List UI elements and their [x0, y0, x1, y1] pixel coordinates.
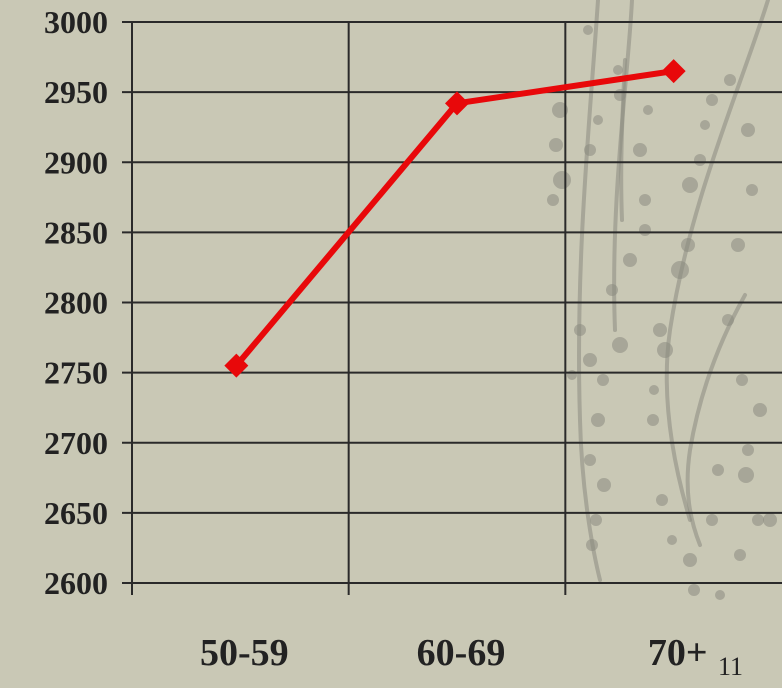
x-tick-label: 60-69 — [417, 632, 506, 674]
decoration-dot — [700, 120, 710, 130]
decoration-dot — [591, 413, 605, 427]
decoration-dot — [667, 535, 677, 545]
decoration-dot — [753, 403, 767, 417]
decoration-streak — [685, 293, 747, 547]
y-tick-label: 2700 — [44, 425, 108, 461]
decoration-dot — [731, 238, 745, 252]
decoration-dot — [742, 444, 754, 456]
decoration-dot — [656, 494, 668, 506]
decoration-dot — [722, 314, 734, 326]
decoration-dot — [593, 115, 603, 125]
decoration-dot — [683, 553, 697, 567]
decoration-dot — [612, 337, 628, 353]
data-point-marker — [445, 91, 469, 116]
decoration-dot — [613, 65, 623, 75]
background-decoration — [547, 0, 777, 600]
x-tick-label: 70+ — [648, 632, 708, 674]
decoration-streak — [664, 0, 770, 522]
decoration-dot — [586, 539, 598, 551]
axes — [131, 22, 782, 595]
data-point-marker — [661, 59, 686, 84]
decoration-dot — [724, 74, 736, 86]
decoration-dot — [706, 514, 718, 526]
decoration-dot — [597, 478, 611, 492]
decoration-dot — [574, 324, 586, 336]
decoration-dot — [752, 514, 764, 526]
y-tick-label: 2850 — [44, 214, 108, 250]
x-tick-label: 50-59 — [200, 632, 289, 674]
decoration-dot — [553, 171, 571, 189]
decoration-dot — [706, 94, 718, 106]
decoration-dot — [715, 590, 725, 600]
page-number: 11 — [718, 652, 744, 681]
decoration-dot — [712, 464, 724, 476]
decoration-dot — [552, 102, 568, 118]
decoration-dot — [643, 105, 653, 115]
decoration-dot — [584, 144, 596, 156]
decoration-dot — [567, 370, 577, 380]
decoration-dot — [584, 454, 596, 466]
decoration-dot — [639, 194, 651, 206]
decoration-streak — [619, 58, 627, 222]
decoration-dot — [694, 154, 706, 166]
y-tick-label: 2650 — [44, 495, 108, 531]
decoration-dot — [583, 353, 597, 367]
decoration-dot — [549, 138, 563, 152]
y-axis-tick-labels: 3000 2950 2900 2850 2800 2750 2700 2650 2600 — [44, 4, 108, 601]
decoration-dot — [682, 177, 698, 193]
decoration-dot — [763, 513, 777, 527]
decoration-dot — [623, 253, 637, 267]
x-axis-tick-labels: 50-59 60-69 70+ — [200, 632, 707, 674]
decoration-dot — [547, 194, 559, 206]
decoration-dot — [647, 414, 659, 426]
decoration-dot — [639, 224, 651, 236]
series-line — [234, 68, 675, 368]
series-line-path — [234, 68, 675, 368]
y-tick-label: 2600 — [44, 565, 108, 601]
y-tick-label: 2800 — [44, 285, 108, 321]
y-tick-label: 3000 — [44, 4, 108, 40]
decoration-dot — [746, 184, 758, 196]
decoration-dot — [583, 25, 593, 35]
decoration-dot — [614, 89, 626, 101]
decoration-dot — [649, 385, 659, 395]
decoration-dot — [606, 284, 618, 296]
decoration-dot — [736, 374, 748, 386]
decoration-streak — [577, 0, 602, 582]
decoration-dot — [633, 143, 647, 157]
decoration-dot — [653, 323, 667, 337]
y-tick-label: 2950 — [44, 74, 108, 110]
decoration-dot — [590, 514, 602, 526]
series-markers — [224, 59, 686, 378]
decoration-dot — [734, 549, 746, 561]
decoration-dot — [741, 123, 755, 137]
decoration-dot — [681, 238, 695, 252]
decoration-dot — [738, 467, 754, 483]
decoration-dot — [688, 584, 700, 596]
y-tick-label: 2900 — [44, 144, 108, 180]
decoration-dot — [597, 374, 609, 386]
decoration-dot — [657, 342, 673, 358]
y-tick-label: 2750 — [44, 355, 108, 391]
data-point-marker — [224, 353, 249, 378]
decoration-dot — [671, 261, 689, 279]
